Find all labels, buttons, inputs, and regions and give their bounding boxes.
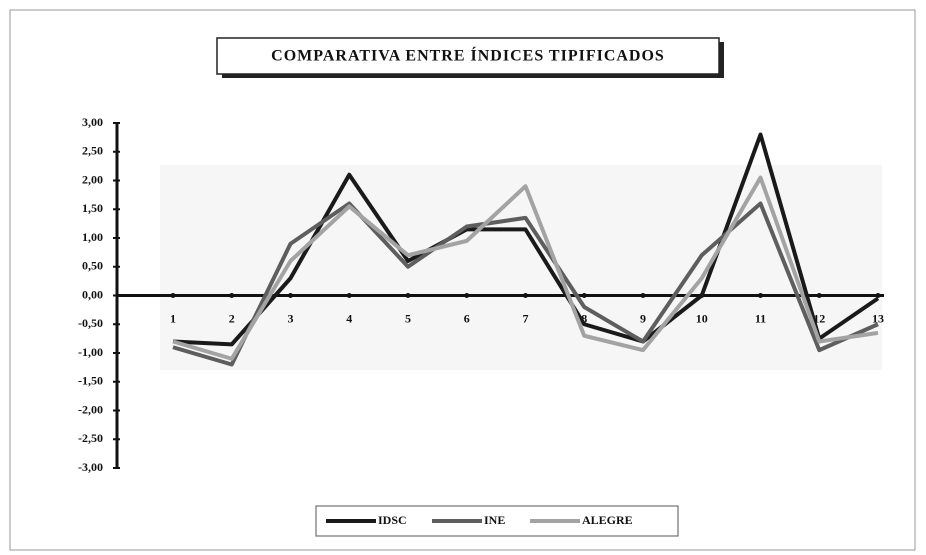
series-line	[172, 132, 880, 347]
series-line	[172, 175, 879, 361]
x-tick	[464, 293, 470, 298]
chart-title: COMPARATIVA ENTRE ÍNDICES TIPIFICADOS	[271, 46, 665, 65]
x-tick-label: 11	[755, 311, 766, 325]
y-tick-label: 1,00	[82, 230, 103, 244]
x-tick-label: 6	[464, 311, 470, 325]
x-tick-label: 2	[229, 311, 235, 325]
x-tick	[405, 293, 411, 298]
y-tick-label: -0,50	[78, 316, 103, 330]
x-tick	[346, 293, 352, 298]
x-tick	[875, 293, 881, 298]
y-tick-label: -1,00	[78, 345, 103, 359]
x-tick	[816, 293, 822, 298]
y-tick-label: 2,50	[82, 144, 103, 158]
series-line	[172, 201, 879, 367]
x-tick-label: 5	[405, 311, 411, 325]
plot-area	[160, 165, 882, 370]
legend-label: IDSC	[378, 513, 407, 527]
x-tick-label: 8	[581, 311, 587, 325]
legend-label: ALEGRE	[582, 513, 633, 527]
x-tick-label: 7	[523, 311, 529, 325]
y-tick-label: -2,00	[78, 402, 103, 416]
x-tick	[581, 293, 587, 298]
y-tick-label: 3,00	[82, 115, 103, 129]
y-tick-label: -1,50	[78, 374, 103, 388]
title-box	[216, 37, 720, 75]
y-tick-label: -2,50	[78, 431, 103, 445]
legend-label: INE	[484, 513, 505, 527]
x-tick	[523, 293, 528, 298]
x-tick	[758, 293, 763, 298]
x-tick-label: 9	[640, 311, 646, 325]
x-tick	[640, 293, 646, 298]
y-tick-label: 0,00	[82, 287, 103, 301]
x-tick-label: 3	[288, 311, 294, 325]
x-tick-label: 1	[170, 311, 176, 325]
x-tick	[288, 293, 293, 298]
x-tick-label: 13	[872, 311, 884, 325]
y-tick-label: -3,00	[78, 460, 103, 474]
x-tick	[229, 293, 235, 298]
x-tick-label: 10	[696, 311, 708, 325]
y-tick-label: 0,50	[82, 259, 103, 273]
legend-box	[315, 505, 679, 537]
y-tick-label: 1,50	[82, 201, 103, 215]
x-tick	[170, 293, 176, 298]
x-tick-label: 4	[346, 311, 352, 325]
y-tick-label: 2,00	[82, 172, 103, 186]
